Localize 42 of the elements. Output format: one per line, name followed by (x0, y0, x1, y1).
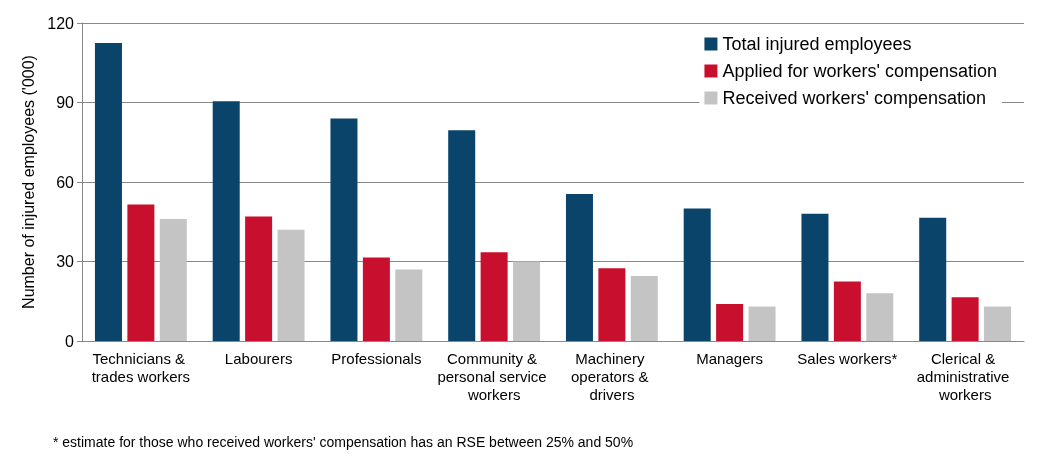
y-tick-label: 60 (56, 173, 75, 191)
bar (598, 268, 626, 341)
bar (395, 269, 423, 341)
x-tick-label: Machinery operators & drivers (571, 349, 653, 403)
legend-label: Received workers' compensation (722, 88, 986, 108)
bar (127, 204, 155, 341)
bar (362, 257, 390, 341)
bar (801, 213, 829, 341)
x-tick-label: Technicians & trades workers (91, 349, 191, 385)
bar (833, 281, 861, 341)
bar (716, 303, 744, 341)
legend-label: Total injured employees (722, 34, 912, 54)
bar (94, 42, 122, 341)
bar (984, 306, 1012, 341)
x-tick-label: Clerical & administrative workers (916, 349, 1014, 403)
bar (866, 293, 894, 341)
bar (212, 101, 240, 341)
bar (630, 276, 658, 341)
bar (277, 229, 305, 341)
x-tick-label: Professionals (331, 349, 422, 367)
bar (245, 216, 273, 341)
bar (480, 252, 508, 341)
x-tick-label: Community & personal service workers (437, 349, 551, 403)
y-tick-label: 90 (56, 94, 75, 111)
bar (330, 118, 358, 341)
y-axis-title: Number of injured employees ('000) (19, 55, 37, 309)
x-tick-label: Managers (696, 349, 763, 367)
bar (748, 306, 776, 341)
x-tick-label: Labourers (224, 349, 293, 367)
y-tick-label: 30 (56, 253, 75, 270)
bar (159, 219, 187, 341)
y-tick-label: 0 (65, 332, 75, 350)
bar (951, 297, 979, 341)
x-tick-label: Sales workers* (797, 349, 898, 367)
bar (919, 217, 947, 341)
y-tick-label: 120 (47, 14, 75, 32)
bar (683, 208, 711, 341)
bar (565, 193, 593, 341)
text: * estimate for those who received workers' compensation has an RSE between 25% and 50% (53, 434, 634, 450)
bar (513, 261, 541, 341)
legend-label: Applied for workers' compensation (722, 61, 998, 81)
bar (448, 130, 476, 341)
